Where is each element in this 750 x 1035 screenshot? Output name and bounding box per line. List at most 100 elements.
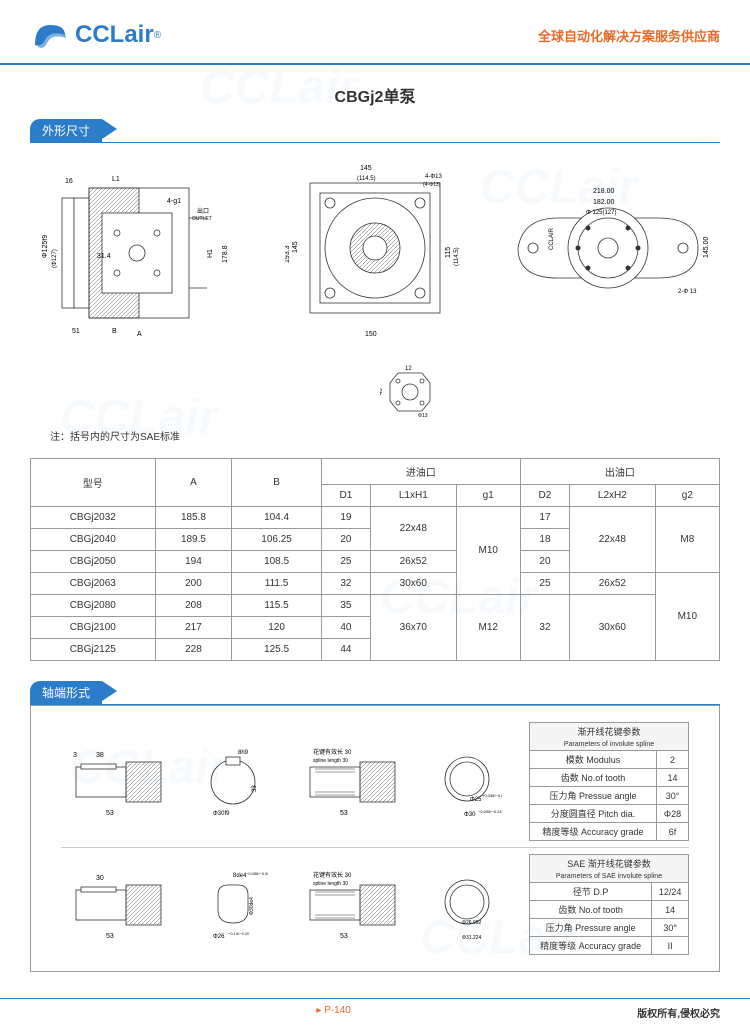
svg-text:40: 40 [380,388,384,395]
svg-text:L1: L1 [112,176,120,183]
svg-text:(4-Φ13): (4-Φ13) [423,182,441,188]
shaft-key-drawing-2: 30 53 [61,865,171,945]
svg-text:−0.14/−0.20: −0.14/−0.20 [228,931,250,936]
svg-text:spline length 30: spline length 30 [313,758,348,764]
logo-text: CCLair [75,21,154,49]
shaft-spline-section: Φ25 +0.035/−0.005 Φ30 −0.005/−0.245 [413,739,521,824]
section-dimensions: 外形尺寸 Φ125f9 (Φ127) 16 [0,119,750,661]
th-outlet: 出油口 [520,459,719,485]
svg-text:53: 53 [106,933,114,940]
svg-text:8h9: 8h9 [238,750,249,756]
table-row: CBGj2063200111.532 30x60 25 26x52 M10 [31,573,720,595]
shaft-spline-section-2: Φ26.992 Φ31.224 [413,862,521,947]
svg-text:182.00: 182.00 [593,199,615,206]
drawing-outlet-port: 12 40 Φ13 [380,363,440,418]
svg-text:145.00: 145.00 [703,236,710,258]
svg-text:H1: H1 [207,249,214,258]
section-header-shaft: 轴端形式 [30,681,102,704]
svg-text:2-Φ 13: 2-Φ 13 [678,289,697,295]
logo-r: ® [154,30,161,41]
svg-text:+0.035/−0.005: +0.035/−0.005 [482,793,502,798]
drawing-flange-view: 218.00 182.00 Φ 125(127) CCLAIR 145.00 2… [497,158,720,348]
th-a: A [155,459,232,507]
svg-text:51: 51 [72,328,80,335]
svg-text:145: 145 [292,241,299,253]
drawing-note: 注：括号内的尺寸为SAE标准 [50,428,720,443]
svg-text:38: 38 [96,752,104,759]
svg-text:A: A [137,331,142,338]
drawings-row: Φ125f9 (Φ127) 16 L1 4-g1 31.4 H1 178.8 5… [0,143,750,358]
th-d2: D2 [520,485,569,507]
svg-text:Φ125f9: Φ125f9 [42,235,49,258]
th-d1: D1 [321,485,370,507]
svg-text:(114.5): (114.5) [357,176,376,182]
svg-text:3: 3 [73,752,77,759]
svg-text:CCLAIR: CCLAIR [549,227,555,250]
svg-text:145: 145 [360,165,372,172]
logo-icon [30,15,70,55]
svg-text:Φ25: Φ25 [470,797,482,803]
th-l2xh2: L2xH2 [570,485,656,507]
svg-text:178.8: 178.8 [222,245,229,263]
svg-text:12: 12 [405,366,412,372]
svg-text:B: B [112,328,117,335]
svg-text:53: 53 [340,933,348,940]
spline-param-table-1: 渐开线花键参数Parameters of involute spline 模数 … [529,722,689,841]
svg-text:(114.5): (114.5) [454,247,460,266]
th-g1: g1 [456,485,520,507]
shaft-key-section-2: 8de4 −0.056/−0.085 Φ26 −0.14/−0.20 Φ30de… [179,865,287,945]
svg-text:218.00: 218.00 [593,188,615,195]
svg-text:4-Φ13: 4-Φ13 [425,174,442,180]
svg-text:4-g1: 4-g1 [167,198,181,205]
th-b: B [232,459,321,507]
spline-param-table-2: SAE 渐开线花键参数Parameters of SAE involute sp… [529,854,689,955]
svg-text:−0.056/−0.085: −0.056/−0.085 [246,871,268,876]
th-l1xh1: L1xH1 [371,485,457,507]
tagline: 全球自动化解决方案服务供应商 [538,26,720,45]
svg-text:Φ30f9: Φ30f9 [213,811,230,817]
svg-text:Φ13: Φ13 [418,413,428,418]
drawing-side-view: Φ125f9 (Φ127) 16 L1 4-g1 31.4 H1 178.8 5… [30,158,253,348]
svg-text:31.4: 31.4 [97,253,111,260]
table-row: CBGj2032185.8104.419 22x48 M10 17 22x48 … [31,507,720,529]
shaft-spline-drawing: 花键有效长 30 spline length 30 53 [295,742,405,822]
page-title: CBGj2单泵 [0,83,750,107]
svg-text:150: 150 [365,331,377,338]
page-footer: ▸ P-140 版权所有,侵权必究 [0,998,750,1020]
svg-text:Φ26.992: Φ26.992 [462,920,482,926]
svg-text:OUTLET: OUTLET [192,216,212,222]
svg-text:115: 115 [445,247,452,258]
svg-text:−0.005/−0.245: −0.005/−0.245 [478,809,502,814]
th-inlet: 进油口 [321,459,520,485]
svg-text:193.3: 193.3 [285,245,291,263]
svg-text:spline length 30: spline length 30 [313,881,348,887]
page-header: CCLair ® 全球自动化解决方案服务供应商 [0,0,750,65]
section-shaft: 轴端形式 3 38 53 [0,681,750,972]
svg-text:30: 30 [96,875,104,882]
svg-text:Φ 125(127): Φ 125(127) [586,210,616,216]
svg-text:出口: 出口 [197,207,209,215]
copyright: 版权所有,侵权必究 [637,1005,720,1020]
section-header-dimensions: 外形尺寸 [30,119,102,142]
shaft-key-section: 8h9 Φ30f9 33 [179,742,287,822]
svg-text:8de4: 8de4 [233,873,247,879]
svg-text:53: 53 [340,810,348,817]
table-row: CBGj2080208115.535 36x70 M12 32 30x60 [31,595,720,617]
svg-text:16: 16 [65,178,73,185]
logo: CCLair ® [30,15,161,55]
svg-text:Φ26: Φ26 [213,934,225,940]
table-body: CBGj2032185.8104.419 22x48 M10 17 22x48 … [31,507,720,661]
svg-text:Φ30de4: Φ30de4 [249,896,255,914]
svg-text:Φ31.224: Φ31.224 [462,935,482,941]
shaft-row-2: 30 53 8de4 −0.056/−0.085 Φ26 −0.14/−0.20… [61,848,689,961]
svg-text:花键有效长 30: 花键有效长 30 [313,871,352,879]
drawing-front-view: 145 (114.5) 4-Φ13 (4-Φ13) 115 (114.5) 14… [263,158,486,348]
th-model: 型号 [31,459,156,507]
svg-text:53: 53 [106,810,114,817]
page-number: ▸ P-140 [316,1005,351,1020]
shaft-spline-drawing-2: 花键有效长 30 spline length 30 53 [295,865,405,945]
shaft-row-1: 3 38 53 8h9 Φ30f9 33 [61,716,689,848]
svg-text:Φ30: Φ30 [464,812,476,818]
th-g2: g2 [655,485,719,507]
svg-text:花键有效长 30: 花键有效长 30 [313,748,352,756]
